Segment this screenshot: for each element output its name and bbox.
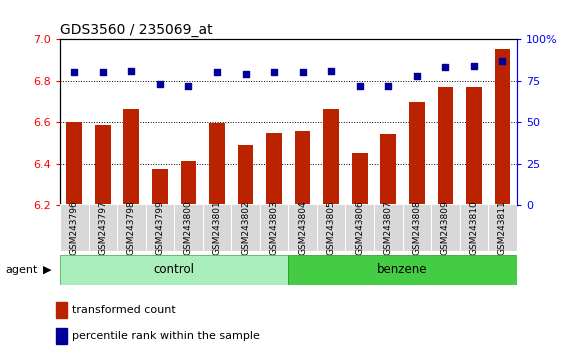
Bar [95, 125, 111, 205]
Text: ▶: ▶ [43, 265, 51, 275]
Bar [380, 133, 396, 205]
Point [212, 69, 222, 75]
Bar [295, 131, 311, 205]
Text: GSM243800: GSM243800 [184, 200, 193, 255]
Bar [288, 204, 317, 251]
Text: GSM243797: GSM243797 [98, 200, 107, 255]
Bar [231, 204, 260, 251]
Bar [288, 255, 517, 285]
Text: GSM243803: GSM243803 [270, 200, 279, 255]
Text: GSM243802: GSM243802 [241, 200, 250, 255]
Point [70, 69, 79, 75]
Bar [56, 302, 67, 318]
Bar [403, 204, 431, 251]
Bar [352, 153, 368, 205]
Bar [488, 204, 517, 251]
Bar [174, 204, 203, 251]
Point [441, 64, 450, 70]
Bar [56, 328, 67, 344]
Point [241, 71, 250, 77]
Text: GSM243809: GSM243809 [441, 200, 450, 255]
Text: GSM243810: GSM243810 [469, 200, 478, 255]
Bar [117, 204, 146, 251]
Point [498, 58, 507, 63]
Bar [180, 161, 196, 205]
Bar [317, 204, 345, 251]
Text: GSM243806: GSM243806 [355, 200, 364, 255]
Bar [146, 204, 174, 251]
Bar [266, 132, 282, 205]
Text: GSM243798: GSM243798 [127, 200, 136, 255]
Bar [89, 204, 117, 251]
Point [184, 83, 193, 88]
Text: GSM243804: GSM243804 [298, 200, 307, 255]
Bar [409, 102, 425, 205]
Point [327, 68, 336, 73]
Point [355, 83, 364, 88]
Point [127, 68, 136, 73]
Bar [374, 204, 403, 251]
Bar [466, 87, 482, 205]
Text: transformed count: transformed count [72, 305, 175, 315]
Bar [460, 204, 488, 251]
Text: GSM243808: GSM243808 [412, 200, 421, 255]
Bar [66, 122, 82, 205]
Text: GSM243811: GSM243811 [498, 200, 507, 255]
Bar [152, 169, 168, 205]
Bar [345, 204, 374, 251]
Bar [60, 255, 288, 285]
Bar [209, 123, 225, 205]
Point [384, 83, 393, 88]
Bar [323, 109, 339, 205]
Text: benzene: benzene [377, 263, 428, 276]
Text: GSM243801: GSM243801 [212, 200, 222, 255]
Bar [431, 204, 460, 251]
Text: control: control [154, 263, 195, 276]
Point [298, 69, 307, 75]
Bar [260, 204, 288, 251]
Point [98, 69, 107, 75]
Text: GDS3560 / 235069_at: GDS3560 / 235069_at [60, 23, 212, 37]
Point [469, 63, 478, 68]
Bar [238, 145, 254, 205]
Text: GSM243805: GSM243805 [327, 200, 336, 255]
Bar [494, 49, 510, 205]
Point [412, 73, 421, 78]
Bar [60, 204, 89, 251]
Bar [203, 204, 231, 251]
Text: agent: agent [6, 265, 38, 275]
Bar [123, 109, 139, 205]
Bar [437, 87, 453, 205]
Text: GSM243807: GSM243807 [384, 200, 393, 255]
Text: percentile rank within the sample: percentile rank within the sample [72, 331, 260, 341]
Text: GSM243796: GSM243796 [70, 200, 79, 255]
Point [270, 69, 279, 75]
Text: GSM243799: GSM243799 [155, 200, 164, 255]
Point [155, 81, 164, 87]
